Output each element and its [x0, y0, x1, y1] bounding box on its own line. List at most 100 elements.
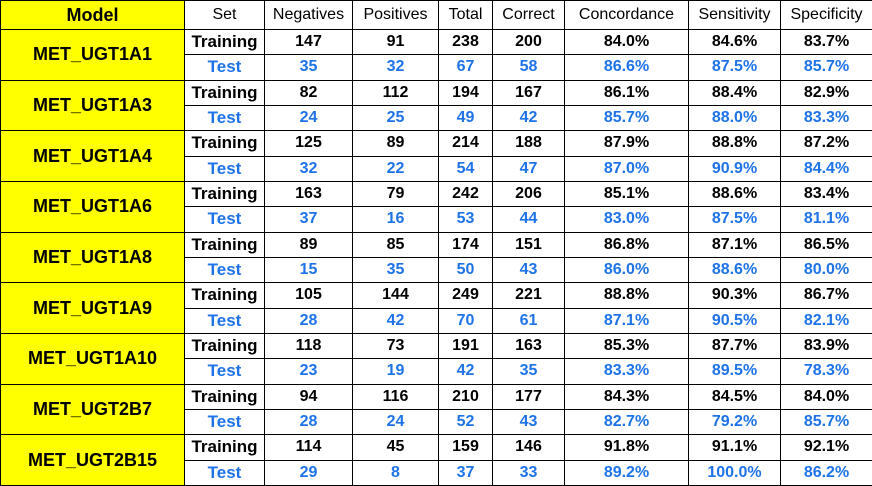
negatives-cell: 28	[264, 307, 353, 334]
header-negatives: Negatives	[264, 0, 353, 30]
model-name-cell: MET_UGT1A4	[0, 130, 185, 182]
header-correct: Correct	[492, 0, 565, 30]
model-name-cell: MET_UGT1A10	[0, 332, 185, 385]
total-cell: 52	[438, 408, 493, 436]
total-cell: 67	[438, 54, 493, 81]
concordance-cell: 84.0%	[564, 28, 689, 56]
positives-cell: 24	[352, 408, 439, 436]
model-name-cell: MET_UGT1A9	[0, 282, 185, 334]
correct-cell: 61	[492, 307, 565, 334]
positives-cell: 79	[352, 180, 439, 208]
specificity-cell: 84.4%	[780, 155, 872, 182]
specificity-cell: 85.7%	[780, 54, 872, 81]
specificity-cell: 86.5%	[780, 231, 872, 258]
negatives-cell: 23	[264, 358, 353, 385]
total-cell: 194	[438, 79, 493, 106]
header-model: Model	[0, 0, 185, 30]
concordance-cell: 83.0%	[564, 206, 689, 233]
header-total: Total	[438, 0, 493, 30]
set-cell: Training	[184, 130, 265, 157]
specificity-cell: 92.1%	[780, 434, 872, 461]
set-cell: Test	[184, 307, 265, 334]
set-cell: Test	[184, 155, 265, 182]
sensitivity-cell: 88.6%	[688, 180, 781, 208]
correct-cell: 206	[492, 180, 565, 208]
positives-cell: 144	[352, 282, 439, 309]
negatives-cell: 35	[264, 54, 353, 81]
header-positives: Positives	[352, 0, 439, 30]
sensitivity-cell: 88.0%	[688, 104, 781, 132]
set-cell: Training	[184, 332, 265, 360]
specificity-cell: 83.9%	[780, 332, 872, 360]
specificity-cell: 83.7%	[780, 28, 872, 56]
correct-cell: 221	[492, 282, 565, 309]
positives-cell: 19	[352, 358, 439, 385]
concordance-cell: 84.3%	[564, 383, 689, 410]
correct-cell: 44	[492, 206, 565, 233]
positives-cell: 45	[352, 434, 439, 461]
model-name-cell: MET_UGT1A3	[0, 79, 185, 132]
table-row-training: MET_UGT1A1 Training 147 91 238 200 84.0% 84.6% 8…	[0, 28, 872, 81]
specificity-cell: 80.0%	[780, 256, 872, 284]
concordance-cell: 85.1%	[564, 180, 689, 208]
negatives-cell: 32	[264, 155, 353, 182]
model-name-cell: MET_UGT2B15	[0, 434, 185, 486]
negatives-cell: 105	[264, 282, 353, 309]
negatives-cell: 94	[264, 383, 353, 410]
set-cell: Test	[184, 256, 265, 284]
negatives-cell: 15	[264, 256, 353, 284]
model-name-cell: MET_UGT2B7	[0, 383, 185, 436]
set-cell: Training	[184, 383, 265, 410]
negatives-cell: 163	[264, 180, 353, 208]
specificity-cell: 87.2%	[780, 130, 872, 157]
concordance-cell: 85.7%	[564, 104, 689, 132]
correct-cell: 43	[492, 256, 565, 284]
sensitivity-cell: 87.5%	[688, 206, 781, 233]
total-cell: 54	[438, 155, 493, 182]
sensitivity-cell: 84.5%	[688, 383, 781, 410]
table-row-test: Test 23 19 42 35 83.3% 89.5% 78.3%	[1, 358, 872, 385]
header-row: Model Set Negatives Positives Total Corr…	[0, 0, 872, 30]
concordance-cell: 86.1%	[564, 79, 689, 106]
total-cell: 242	[438, 180, 493, 208]
set-cell: Training	[184, 180, 265, 208]
specificity-cell: 81.1%	[780, 206, 872, 233]
specificity-cell: 84.0%	[780, 383, 872, 410]
concordance-cell: 85.3%	[564, 332, 689, 360]
set-cell: Test	[184, 54, 265, 81]
correct-cell: 47	[492, 155, 565, 182]
table-row-test: Test 37 16 53 44 83.0% 87.5% 81.1%	[1, 206, 872, 233]
table-row-test: Test 29 8 37 33 89.2% 100.0% 86.2%	[1, 459, 872, 486]
total-cell: 49	[438, 104, 493, 132]
correct-cell: 177	[492, 383, 565, 410]
set-cell: Test	[184, 408, 265, 436]
set-cell: Test	[184, 358, 265, 385]
negatives-cell: 118	[264, 332, 353, 360]
specificity-cell: 82.9%	[780, 79, 872, 106]
correct-cell: 200	[492, 28, 565, 56]
table-row-training: MET_UGT1A4 Training 125 89 214 188 87.9% 88.8% 8…	[0, 130, 872, 182]
sensitivity-cell: 90.5%	[688, 307, 781, 334]
negatives-cell: 28	[264, 408, 353, 436]
sensitivity-cell: 88.8%	[688, 130, 781, 157]
sensitivity-cell: 90.3%	[688, 282, 781, 309]
negatives-cell: 114	[264, 434, 353, 461]
correct-cell: 43	[492, 408, 565, 436]
table-body: MET_UGT1A1 Training 147 91 238 200 84.0% 84.6% 8…	[0, 28, 872, 486]
table-row-training: MET_UGT2B7 Training 94 116 210 177 84.3% 84.5% 8…	[0, 383, 872, 436]
positives-cell: 116	[352, 383, 439, 410]
table-row-training: MET_UGT1A10 Training 118 73 191 163 85.3% 87.7%…	[0, 332, 872, 385]
sensitivity-cell: 88.6%	[688, 256, 781, 284]
table-row-training: MET_UGT1A9 Training 105 144 249 221 88.8% 90.3%…	[0, 282, 872, 334]
correct-cell: 188	[492, 130, 565, 157]
positives-cell: 32	[352, 54, 439, 81]
specificity-cell: 78.3%	[780, 358, 872, 385]
correct-cell: 42	[492, 104, 565, 132]
model-name-cell: MET_UGT1A1	[0, 29, 185, 81]
positives-cell: 112	[352, 79, 439, 106]
specificity-cell: 86.2%	[780, 459, 872, 486]
concordance-cell: 86.0%	[564, 256, 689, 284]
total-cell: 42	[438, 358, 493, 385]
header-concordance: Concordance	[564, 0, 689, 30]
